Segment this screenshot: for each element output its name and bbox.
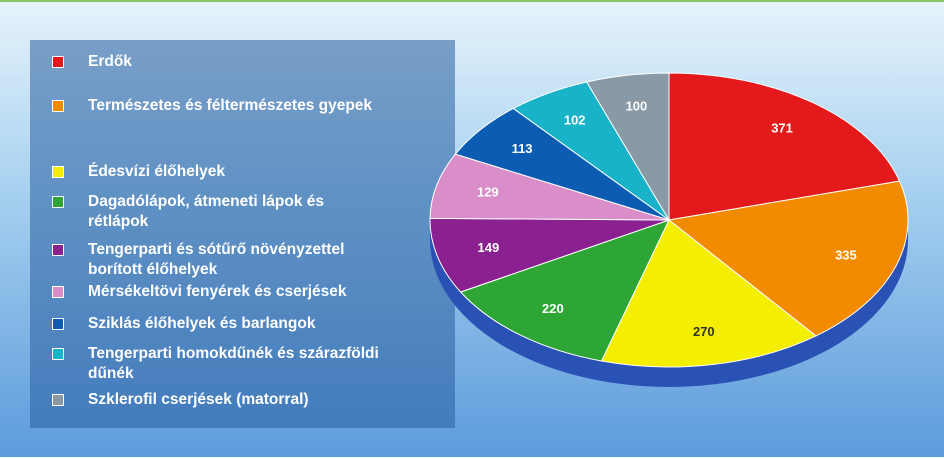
data-label: 113 [512, 141, 533, 156]
pie-slice [429, 217, 670, 293]
data-label: 371 [771, 120, 793, 135]
pie-slice [585, 72, 670, 222]
data-label: 335 [835, 248, 857, 263]
data-label: 220 [542, 301, 564, 316]
legend-marker [52, 348, 64, 360]
legend-label: Sziklás élőhelyek és barlangok [88, 315, 316, 332]
legend-label: Tengerparti és sótűrő növényzettel borít… [88, 241, 345, 278]
legend-label: Szklerofil cserjések (matorral) [88, 391, 309, 408]
legend: Erdők Természetes és féltermészetes gyepe… [30, 40, 455, 428]
legend-marker [52, 318, 64, 330]
legend-marker [52, 56, 64, 68]
data-label: 100 [626, 99, 648, 114]
legend-label: Természetes és féltermészetes gyepek [88, 97, 373, 114]
legend-label: Édesvízi élőhelyek [88, 163, 225, 180]
legend-marker [52, 286, 64, 298]
legend-marker [52, 196, 64, 208]
legend-marker [52, 244, 64, 256]
data-label: 270 [693, 324, 715, 339]
legend-label: Dagadólápok, átmeneti lápok és rétlápok [88, 193, 325, 230]
legend-label: Mérsékeltövi fenyérek és cserjések [88, 283, 347, 300]
legend-marker [52, 166, 64, 178]
pie-slice [667, 180, 909, 337]
pie-slice [429, 153, 670, 221]
data-label: 102 [564, 113, 586, 128]
pie-slice [459, 219, 670, 362]
legend-label: Erdők [88, 53, 132, 70]
data-label: 149 [478, 240, 500, 255]
data-label: 129 [477, 184, 499, 199]
legend-marker [52, 100, 64, 112]
legend-marker [52, 394, 64, 406]
pie-slice [668, 72, 901, 221]
legend-label: Tengerparti homokdűnék és szárazföldi dű… [88, 345, 379, 382]
pie-slice [600, 219, 817, 368]
